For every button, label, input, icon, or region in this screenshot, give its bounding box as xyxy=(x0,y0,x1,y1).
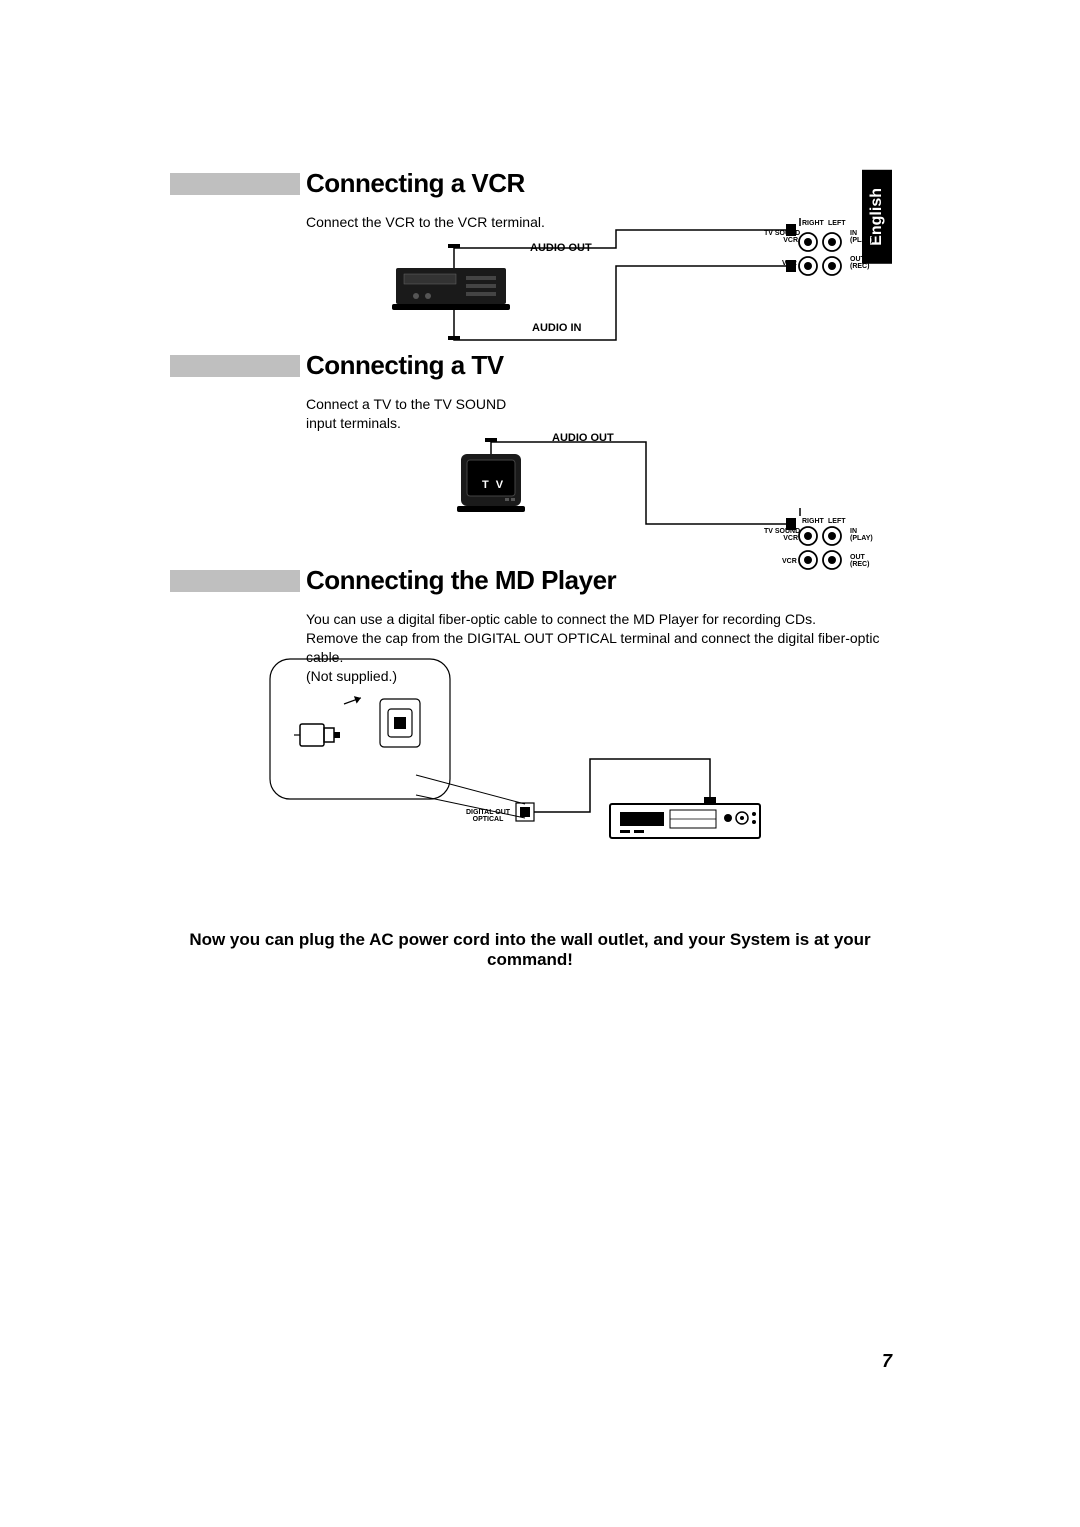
vcr-panel-right: RIGHT xyxy=(802,220,824,227)
section-vcr-title: Connecting a VCR xyxy=(306,168,525,199)
closing-statement: Now you can plug the AC power cord into … xyxy=(170,930,890,970)
tv-audio-out-label: AUDIO OUT xyxy=(552,432,614,444)
section-md-title: Connecting the MD Player xyxy=(306,565,616,596)
page-number: 7 xyxy=(882,1351,892,1372)
tv-panel-left: LEFT xyxy=(828,518,846,525)
section-md-desc1: You can use a digital fiber-optic cable … xyxy=(306,610,890,629)
section-md: Connecting the MD Player You can use a d… xyxy=(170,565,890,686)
tv-panel-right: RIGHT xyxy=(802,518,824,525)
gray-bar xyxy=(170,570,300,592)
tv-panel-tvsound: TV SOUND VCR xyxy=(764,528,798,542)
vcr-panel-tvsound: TV SOUND VCR xyxy=(764,230,798,244)
section-tv-header: Connecting a TV xyxy=(170,350,890,381)
gray-bar xyxy=(170,355,300,377)
md-digital-out-text: DIGITAL OUT xyxy=(466,809,510,816)
vcr-panel-inplay: IN (PLAY) xyxy=(850,230,873,244)
vcr-panel-vcr: VCR xyxy=(782,260,797,267)
md-optical-text: OPTICAL xyxy=(466,816,510,823)
tv-label: T V xyxy=(482,479,505,491)
section-tv: Connecting a TV Connect a TV to the TV S… xyxy=(170,350,890,433)
tv-panel-inplay: IN (PLAY) xyxy=(850,528,873,542)
gray-bar xyxy=(170,173,300,195)
section-tv-title: Connecting a TV xyxy=(306,350,504,381)
section-vcr: Connecting a VCR Connect the VCR to the … xyxy=(170,168,890,232)
vcr-audio-in-label: AUDIO IN xyxy=(532,322,582,334)
md-diagram xyxy=(170,659,890,859)
vcr-panel-left: LEFT xyxy=(828,220,846,227)
md-digital-out-label: DIGITAL OUT OPTICAL xyxy=(466,809,510,823)
section-vcr-header: Connecting a VCR xyxy=(170,168,890,199)
section-md-header: Connecting the MD Player xyxy=(170,565,890,596)
tv-panel-vcr: VCR xyxy=(782,558,797,565)
vcr-panel-outrec: OUT (REC) xyxy=(850,256,869,270)
vcr-audio-out-label: AUDIO OUT xyxy=(530,242,592,254)
